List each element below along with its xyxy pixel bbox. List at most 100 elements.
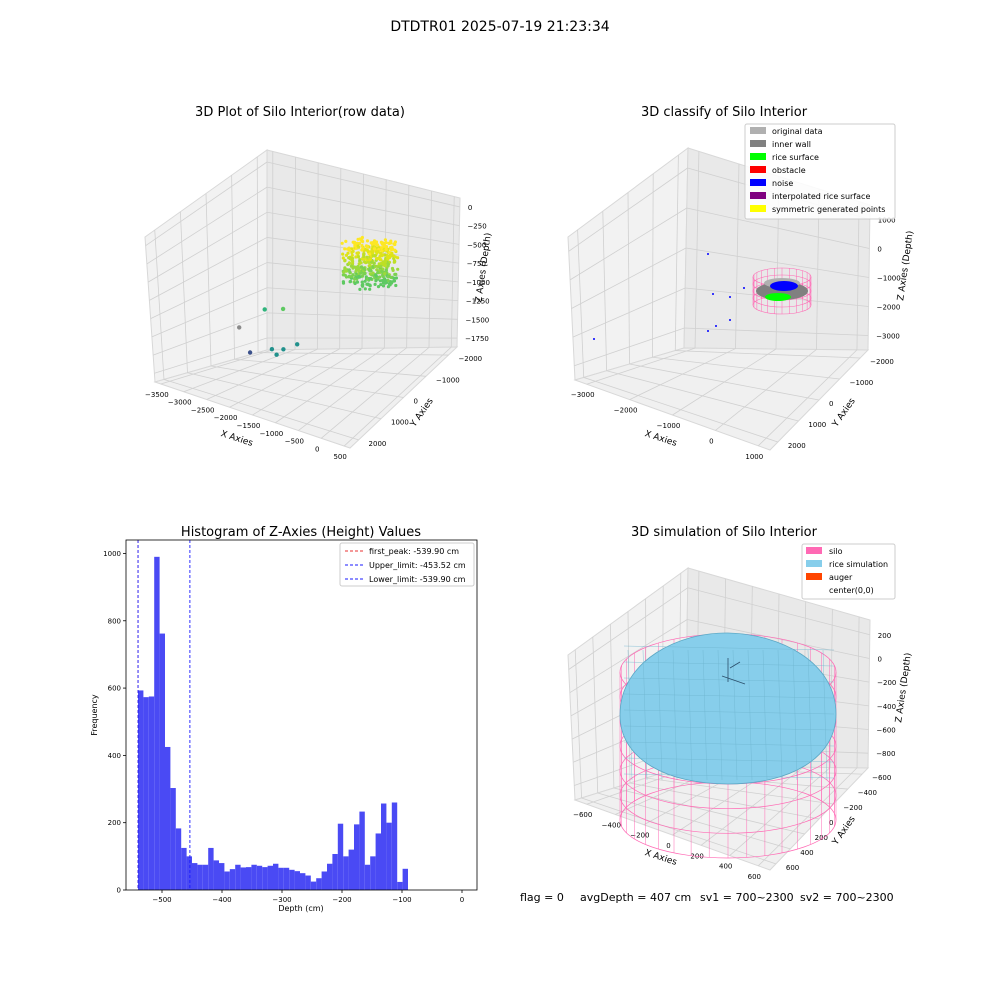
cluster-point [341, 252, 345, 256]
cluster-point [362, 252, 366, 256]
histogram-bar [138, 690, 144, 890]
z-tick-label: −1000 [466, 279, 490, 287]
legend-box [744, 123, 896, 220]
histogram-bar [402, 868, 408, 890]
cluster-point [348, 270, 352, 274]
cluster-point [383, 272, 387, 276]
cluster-point [357, 267, 361, 271]
cluster-point [363, 279, 367, 283]
panel2-title: 3D classify of Silo Interior [641, 105, 808, 120]
histogram-bar [208, 847, 214, 890]
x-tick-label: −400 [212, 896, 231, 904]
z-tick-label: 0 [877, 655, 881, 663]
legend-swatch [750, 166, 766, 173]
histogram-bar [192, 863, 198, 890]
x-tick-label: −600 [573, 811, 592, 819]
panel2-y-ticks: −2000 −1000 0 1000 2000 [788, 358, 894, 450]
cluster-point [366, 260, 370, 264]
panel4-silo-simulation [619, 632, 837, 859]
panel2-xlabel: X Axies [643, 429, 678, 449]
y-tick-label: 0 [117, 887, 121, 895]
cluster-point [351, 266, 355, 270]
z-tick-label: −1500 [466, 316, 490, 324]
histogram-bar [300, 873, 306, 890]
rice-mesh-line [623, 709, 835, 715]
cluster-point [358, 241, 362, 245]
rice-mesh-line [807, 649, 813, 781]
grid-line [210, 365, 404, 398]
histogram-xlabel: Depth (cm) [278, 904, 323, 913]
cluster-point [340, 241, 344, 245]
histogram-bar [283, 867, 290, 890]
histogram-bar [359, 811, 365, 890]
cluster-point [362, 254, 366, 258]
cluster-point [380, 269, 384, 273]
noise-point [715, 325, 717, 327]
cluster-point [360, 238, 364, 243]
histogram-bar [219, 863, 225, 890]
cluster-point [393, 240, 397, 244]
grid-line [146, 186, 268, 265]
histogram-bar [316, 878, 322, 890]
rice-mesh-line [822, 649, 828, 781]
cluster-point [357, 274, 361, 278]
noise-point [707, 330, 709, 332]
grid-line [406, 185, 410, 348]
cluster-point [379, 251, 383, 255]
cluster-point [363, 287, 367, 291]
noise-point [729, 319, 731, 321]
cluster-point [343, 268, 348, 272]
histogram-bar [305, 875, 311, 890]
rice-mesh-line [717, 649, 723, 781]
cluster-point [353, 277, 357, 281]
cluster-point [350, 253, 354, 257]
rice-surface-mass [765, 293, 791, 301]
legend-swatch [750, 153, 766, 160]
z-tick-label: −3000 [876, 333, 900, 341]
cluster-point [389, 254, 393, 258]
legend-label: rice surface [772, 153, 819, 162]
panel-raw-data: 3D Plot of Silo Interior(row data) −3500… [144, 105, 494, 461]
legend-swatch [806, 573, 822, 580]
cluster-point [371, 254, 376, 258]
legend-swatch [750, 205, 766, 212]
status-flag: flag = 0 [520, 891, 564, 904]
legend-label: rice simulation [829, 560, 888, 569]
cluster-point [351, 259, 355, 263]
center-axis-line [721, 675, 746, 685]
cluster-point [343, 259, 347, 263]
cluster-point [358, 287, 362, 291]
histogram-bar [186, 856, 192, 890]
panel4-legend: silo rice simulation auger center(0,0) [801, 543, 896, 600]
cluster-point [384, 247, 388, 252]
cluster-point [386, 254, 390, 258]
histogram-bar [370, 856, 376, 890]
cluster-point [368, 277, 372, 281]
cluster-point [355, 280, 360, 284]
panel4-xlabel: X Axies [643, 848, 678, 868]
panel1-left-pane [144, 149, 268, 383]
rice-mesh-line [732, 649, 738, 781]
grid-line [266, 161, 460, 208]
histogram-axes-frame [125, 539, 478, 891]
grid-line [684, 327, 869, 336]
histogram-bar [327, 863, 333, 890]
cluster-point [389, 275, 393, 280]
grid-line [568, 167, 688, 252]
x-tick-label: −2500 [191, 406, 215, 414]
y-tick-label: 800 [108, 617, 121, 625]
cluster-point [341, 273, 345, 277]
cluster-point [351, 249, 355, 253]
cluster-point [354, 246, 358, 250]
cluster-point [356, 237, 360, 241]
histogram-reference-lines [137, 540, 191, 890]
panel-histogram: Histogram of Z-Axies (Height) Values −50… [90, 525, 478, 913]
cluster-point [383, 238, 387, 242]
histogram-x-ticks: −500 −400 −300 −200 −100 0 [152, 890, 464, 904]
grid-line [234, 358, 427, 377]
figure-suptitle: DTDTR01 2025-07-19 21:23:34 [390, 19, 609, 35]
cluster-point [371, 265, 375, 269]
x-tick-label: −1000 [657, 422, 681, 430]
noise-point [712, 293, 714, 295]
panel2-ylabel: Y Axies [830, 396, 858, 429]
